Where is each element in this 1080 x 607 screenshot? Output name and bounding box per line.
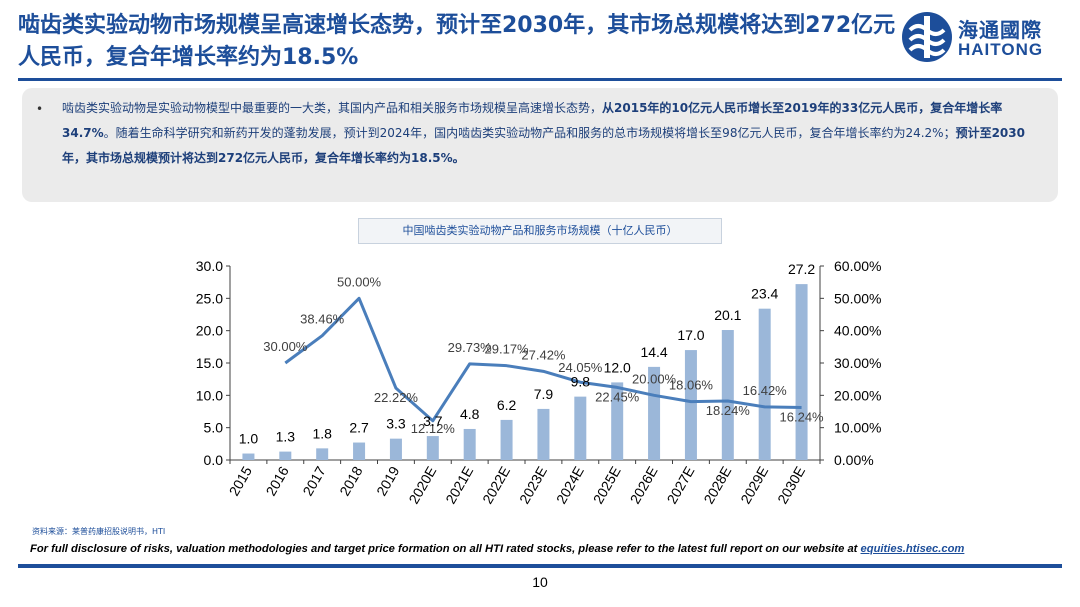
x-tick-label: 2015 (226, 463, 256, 498)
line-data-label: 30.00% (263, 339, 308, 354)
line-data-label: 16.24% (780, 409, 825, 424)
x-tick-label: 2025E (590, 464, 624, 507)
line-data-label: 29.73% (448, 340, 493, 355)
bullet-icon: • (36, 102, 44, 116)
y-tick-label: 30.0 (196, 258, 223, 274)
line-data-label: 24.05% (558, 360, 603, 375)
y2-tick-label: 60.00% (834, 258, 881, 274)
bar-data-label: 3.3 (386, 416, 406, 432)
bar-data-label: 14.4 (640, 344, 667, 360)
bar-data-label: 3.7 (423, 413, 443, 429)
y2-tick-label: 30.00% (834, 355, 881, 371)
x-tick-label: 2030E (774, 464, 808, 507)
y-tick-label: 5.0 (204, 420, 224, 436)
line-data-label: 27.42% (521, 347, 566, 362)
bar (795, 284, 808, 460)
bar (721, 330, 734, 460)
header-divider (18, 78, 1062, 81)
line-data-label: 16.42% (743, 383, 788, 398)
bar (353, 442, 366, 460)
x-tick-label: 2024E (553, 464, 587, 507)
bar-data-label: 9.8 (571, 374, 591, 390)
bar-data-label: 23.4 (751, 286, 778, 302)
x-tick-label: 2022E (479, 464, 513, 507)
x-tick-label: 2020E (405, 464, 439, 507)
bar (500, 419, 513, 460)
bar-data-label: 1.0 (239, 431, 259, 447)
y2-tick-label: 20.00% (834, 387, 881, 403)
footer-divider (18, 564, 1062, 568)
x-tick-label: 2016 (262, 463, 292, 498)
bar-data-label: 6.2 (497, 397, 517, 413)
page-number: 10 (532, 574, 548, 590)
logo-text-en: HAITONG (958, 40, 1044, 59)
x-tick-label: 2029E (737, 464, 771, 507)
line-data-label: 38.46% (300, 312, 345, 327)
y2-tick-label: 40.00% (834, 323, 881, 339)
summary-seg-2: 从2015年的10亿元人民币增长至2019年的33亿元人民币，复合年增长率34.… (62, 101, 1003, 140)
summary-text: 啮齿类实验动物是实验动物模型中最重要的一大类，其国内产品和相关服务市场规模呈高速… (62, 96, 1042, 171)
y-tick-label: 15.0 (196, 355, 223, 371)
line-data-label: 50.00% (337, 274, 382, 289)
line-data-label: 12.12% (411, 421, 456, 436)
bar (611, 382, 624, 460)
bar-data-label: 27.2 (788, 261, 815, 277)
bar (316, 448, 329, 460)
bar (537, 408, 550, 460)
y2-tick-label: 50.00% (834, 290, 881, 306)
bar (279, 451, 292, 460)
bar-data-label: 17.0 (677, 327, 704, 343)
source-note: 资料来源：莱普药康招股说明书，HTI (32, 527, 166, 536)
bar-data-label: 7.9 (534, 386, 554, 402)
y2-tick-label: 0.00% (834, 452, 874, 468)
x-tick-label: 2018 (336, 463, 366, 498)
line-data-label: 22.22% (374, 390, 419, 405)
bar-data-label: 12.0 (604, 359, 631, 375)
growth-rate-line (284, 296, 802, 423)
x-tick-label: 2023E (516, 464, 550, 507)
bar (684, 350, 697, 460)
bar-data-label: 1.3 (276, 429, 296, 445)
line-data-label: 22.45% (595, 389, 640, 404)
x-tick-label: 2019 (373, 463, 403, 498)
summary-seg-1: 啮齿类实验动物是实验动物模型中最重要的一大类，其国内产品和相关服务市场规模呈高速… (62, 101, 603, 115)
x-tick-label: 2028E (700, 464, 734, 507)
bar (758, 308, 771, 460)
y-tick-label: 25.0 (196, 290, 223, 306)
summary-seg-3: 。随着生命科学研究和新药开发的蓬勃发展，预计到2024年，国内啮齿类实验动物产品… (103, 126, 956, 140)
summary-seg-4: 预计至2030年，其市场总规模预计将达到272亿元人民币，复合年增长率约为18.… (62, 126, 1025, 165)
y-tick-label: 20.0 (196, 323, 223, 339)
disclosure-body: For full disclosure of risks, valuation … (30, 543, 861, 555)
line-data-label: 20.00% (632, 371, 677, 386)
disclosure-text: For full disclosure of risks, valuation … (30, 543, 1060, 555)
y2-tick-label: 10.00% (834, 420, 881, 436)
logo-text-cn: 海通國際 (958, 18, 1042, 42)
bar (648, 366, 661, 460)
bar (574, 396, 587, 460)
summary-box: • 啮齿类实验动物是实验动物模型中最重要的一大类，其国内产品和相关服务市场规模呈… (22, 88, 1058, 202)
chart-caption: 中国啮齿类实验动物产品和服务市场规模（十亿人民币） (358, 218, 722, 244)
x-tick-label: 2021E (442, 464, 476, 507)
haitong-logo-icon (902, 12, 952, 62)
bar (242, 453, 255, 460)
bar-data-label: 20.1 (714, 307, 741, 323)
bar (389, 438, 402, 460)
y-tick-label: 0.0 (204, 452, 224, 468)
bar-data-label: 4.8 (460, 406, 480, 422)
bar (426, 436, 439, 460)
x-tick-label: 2017 (299, 463, 329, 498)
y-tick-label: 10.0 (196, 387, 223, 403)
page-title: 啮齿类实验动物市场规模呈高速增长态势，预计至2030年，其市场总规模将达到272… (18, 13, 896, 70)
bar-data-label: 1.8 (312, 425, 332, 441)
haitong-logo: 海通國際 HAITONG (900, 10, 1070, 66)
bar-data-label: 2.7 (349, 420, 369, 436)
line-data-label: 18.24% (706, 403, 751, 418)
bar (463, 428, 476, 460)
x-tick-label: 2027E (663, 464, 697, 507)
line-data-label: 18.06% (669, 378, 714, 393)
disclosure-link[interactable]: equities.htisec.com (860, 543, 965, 555)
x-tick-label: 2026E (627, 464, 661, 507)
line-data-label: 29.17% (485, 342, 530, 357)
